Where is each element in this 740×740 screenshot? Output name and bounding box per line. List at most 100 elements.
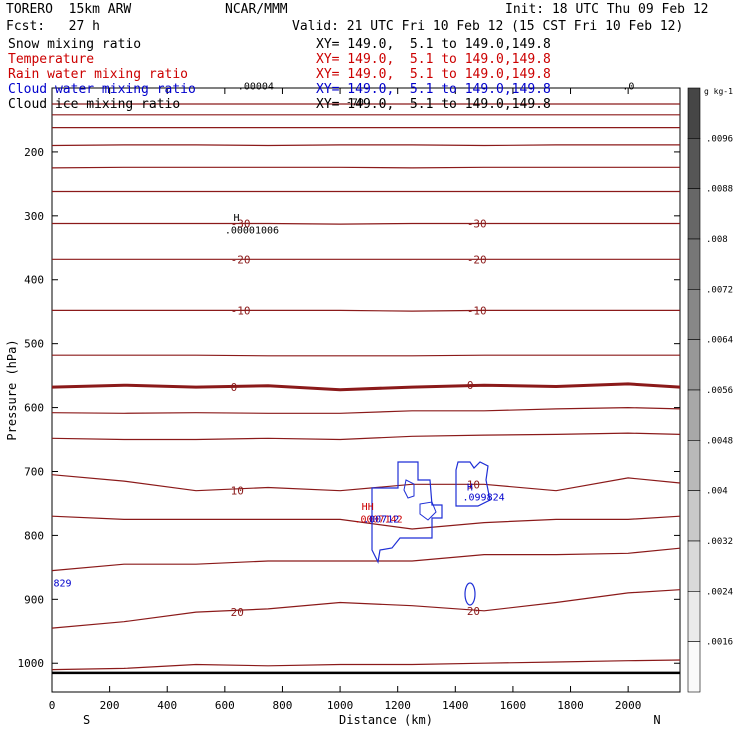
- cloud-water-contour: [371, 461, 443, 564]
- contour-annotation: .00004: [238, 81, 274, 92]
- isotherm-label: -30: [231, 218, 251, 231]
- x-tick-label: 1800: [557, 699, 584, 712]
- y-tick-label: 700: [24, 465, 44, 478]
- legend-snow-xy: XY= 149.0, 5.1 to 149.0,149.8: [316, 37, 551, 52]
- y-tick-label: 300: [24, 210, 44, 223]
- legend-rain-name: Rain water mixing ratio: [8, 67, 189, 82]
- isotherm-label: -30: [467, 218, 487, 231]
- forecast-hour: Fcst: 27 h: [6, 19, 100, 34]
- isotherm-line: [51, 659, 681, 671]
- contour-annotation: .00001006: [225, 226, 279, 237]
- isotherm-line: [52, 309, 680, 312]
- init-time: Init: 18 UTC Thu 09 Feb 12: [505, 2, 709, 17]
- colorbar-tick-label: .0032: [706, 537, 733, 547]
- isotherm-line: [51, 547, 681, 572]
- colorbar-segment: [687, 641, 701, 693]
- x-tick-label: 1400: [442, 699, 469, 712]
- center-name: NCAR/MMM: [225, 2, 288, 17]
- colorbar-segment: [687, 591, 701, 642]
- cloud-water-contour: [455, 461, 491, 507]
- x-axis-title: Distance (km): [339, 713, 433, 727]
- legend-temperature-xy: XY= 149.0, 5.1 to 149.0,149.8: [316, 52, 551, 67]
- isotherm-line: [51, 406, 681, 414]
- colorbar-tick-label: .0064: [706, 336, 733, 346]
- y-tick-label: 1000: [18, 657, 45, 670]
- isotherm-line: [52, 222, 680, 225]
- y-tick-label: 500: [24, 338, 44, 351]
- contour-annotation: -70: [346, 97, 364, 108]
- model-title: TORERO 15km ARW: [6, 2, 132, 17]
- colorbar-segment: [687, 87, 701, 139]
- x-tick-label: 400: [157, 699, 177, 712]
- cloud-water-contour: [464, 582, 476, 606]
- isotherm-line: [51, 515, 681, 530]
- colorbar-segment: [687, 389, 701, 441]
- cloud-water-contour: [403, 479, 415, 499]
- colorbar-tick-label: .004: [706, 487, 728, 497]
- colorbar-segment: [687, 238, 701, 290]
- colorbar-segment: [687, 440, 701, 491]
- legend-cloud-water-name: Cloud water mixing ratio: [8, 82, 196, 97]
- contour-annotation: .099824: [463, 492, 505, 503]
- x-tick-label: 1200: [384, 699, 411, 712]
- isotherm-line: [51, 144, 680, 147]
- isotherm-label: 20: [467, 605, 480, 618]
- isotherm-label: 10: [467, 478, 480, 491]
- legend-cloud-water-xy: XY= 149.0, 5.1 to 149.0,149.8: [316, 82, 551, 97]
- colorbar-segment: [687, 138, 701, 189]
- cloud-water-contour: [419, 501, 437, 521]
- isotherm-line: [51, 589, 681, 629]
- isotherm-label: -20: [467, 253, 487, 266]
- legend-temperature-name: Temperature: [8, 52, 95, 67]
- y-axis-title: Pressure (hPa): [5, 339, 19, 440]
- isotherm-label: 0: [231, 381, 238, 394]
- colorbar-segment: [687, 339, 701, 391]
- x-tick-label: 2000: [615, 699, 642, 712]
- x-tick-label: 1600: [500, 699, 527, 712]
- colorbar-unit: g kg-1: [704, 87, 733, 96]
- colorbar-tick-label: .0024: [706, 587, 733, 597]
- colorbar-tick-label: .008: [706, 235, 728, 245]
- y-tick-label: 200: [24, 146, 44, 159]
- isotherm-line: [52, 354, 680, 357]
- x-tick-label: 600: [215, 699, 235, 712]
- contour-annotation: .0: [622, 81, 634, 92]
- y-tick-label: 400: [24, 274, 44, 287]
- x-end-label-south: S: [83, 713, 90, 727]
- isotherm-line: [51, 432, 681, 441]
- legend-cloud-ice-xy: XY= 149.0, 5.1 to 149.0,149.8: [316, 97, 551, 112]
- colorbar-tick-label: .0048: [706, 436, 733, 446]
- legend-snow-name: Snow mixing ratio: [8, 37, 142, 52]
- colorbar-segment: [687, 540, 701, 592]
- y-tick-label: 600: [24, 402, 44, 415]
- x-tick-label: 1000: [327, 699, 354, 712]
- contour-annotation: .00712: [363, 515, 399, 526]
- contour-annotation: 829: [53, 579, 71, 590]
- isotherm-label: 10: [231, 485, 244, 498]
- isotherm-label: 20: [231, 606, 244, 619]
- legend-cloud-ice-name: Cloud ice mixing ratio: [8, 97, 181, 112]
- legend-rain-xy: XY= 149.0, 5.1 to 149.0,149.8: [316, 67, 551, 82]
- isotherm-line: [51, 474, 681, 492]
- colorbar-tick-label: .0096: [706, 134, 733, 144]
- y-tick-label: 800: [24, 529, 44, 542]
- x-tick-label: 0: [49, 699, 56, 712]
- isotherm-label: -10: [467, 304, 487, 317]
- plot-frame: [51, 87, 681, 693]
- colorbar-tick-label: .0088: [706, 185, 733, 195]
- colorbar-tick-label: .0056: [706, 386, 733, 396]
- y-tick-label: 900: [24, 593, 44, 606]
- isotherm-line: [51, 166, 680, 169]
- x-end-label-north: N: [653, 713, 660, 727]
- x-tick-label: 800: [273, 699, 293, 712]
- contour-annotation: H: [467, 483, 473, 494]
- colorbar-segment: [687, 188, 701, 240]
- isotherm-line: [51, 382, 681, 392]
- contour-annotation: HH: [362, 502, 374, 513]
- isotherm-label: 0: [467, 379, 474, 392]
- valid-time: Valid: 21 UTC Fri 10 Feb 12 (15 CST Fri …: [292, 19, 684, 34]
- colorbar-tick-label: .0072: [706, 285, 733, 295]
- isotherm-label: -20: [231, 253, 251, 266]
- isotherm-label: -10: [231, 304, 251, 317]
